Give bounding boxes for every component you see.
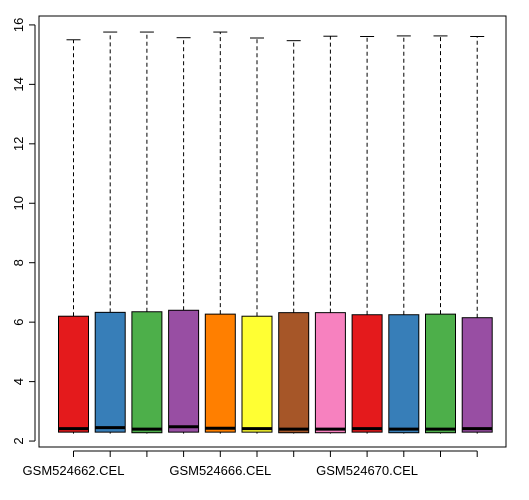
y-tick-label: 4 <box>11 378 26 385</box>
y-tick-label: 2 <box>11 437 26 444</box>
x-tick-label: GSM524670.CEL <box>316 463 418 478</box>
box-9 <box>351 36 383 434</box>
y-tick-label: 10 <box>11 196 26 210</box>
box-3 <box>131 31 163 434</box>
box-iqr <box>425 313 456 434</box>
box-6 <box>241 37 273 434</box>
box-1 <box>58 39 89 434</box>
box-iqr <box>58 315 89 433</box>
box-2 <box>94 31 126 434</box>
x-tick-label: GSM524666.CEL <box>169 463 271 478</box>
box-iqr <box>278 312 310 434</box>
box-iqr <box>94 311 126 433</box>
x-tick-label: GSM524662.CEL <box>23 463 125 478</box>
box-iqr <box>168 309 200 433</box>
box-iqr <box>131 311 163 434</box>
box-4 <box>168 37 200 434</box>
box-8 <box>314 35 346 434</box>
box-10 <box>388 35 420 434</box>
box-iqr <box>388 314 420 434</box>
y-tick-label: 12 <box>11 137 26 151</box>
box-iqr <box>314 312 346 434</box>
box-iqr <box>241 315 273 433</box>
box-iqr <box>351 314 383 433</box>
plot-frame <box>38 15 507 448</box>
box-12 <box>461 36 493 434</box>
y-tick-label: 6 <box>11 319 26 326</box>
x-axis: GSM524662.CEL GSM524666.CEL GSM524670.CEL <box>23 450 478 478</box>
y-tick-label: 14 <box>11 77 26 91</box>
y-tick-label: 8 <box>11 259 26 266</box>
box-5 <box>204 31 236 434</box>
y-axis: 2 4 6 8 10 12 14 16 <box>11 18 36 445</box>
y-tick-label: 16 <box>11 18 26 32</box>
box-7 <box>278 40 310 434</box>
box-iqr <box>461 317 493 433</box>
box-iqr <box>204 313 236 433</box>
box-series <box>58 31 493 434</box>
box-11 <box>425 35 456 434</box>
